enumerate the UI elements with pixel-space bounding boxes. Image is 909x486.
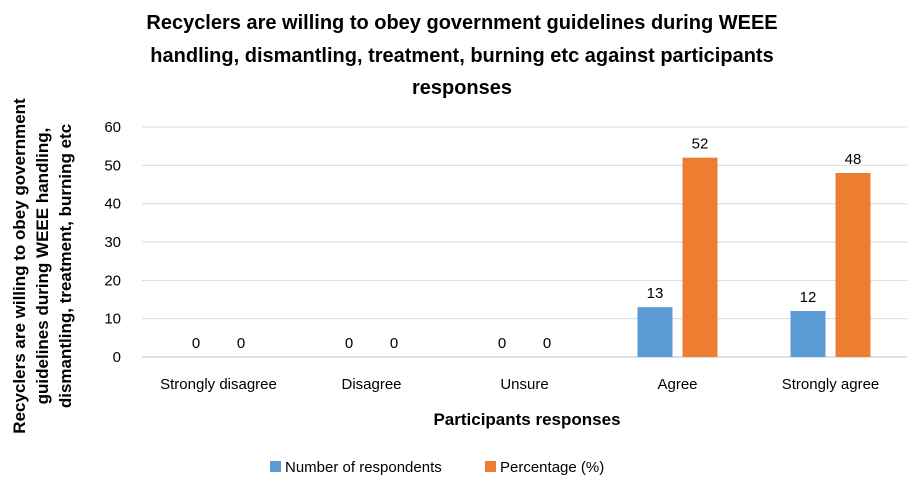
- chart-title-line: responses: [412, 77, 512, 99]
- data-label: 0: [390, 335, 398, 352]
- y-axis-title: Recyclers are willing to obey government…: [10, 98, 75, 434]
- bars: [637, 157, 871, 357]
- legend-swatch: [270, 461, 281, 472]
- chart-title-line: handling, dismantling, treatment, burnin…: [150, 45, 773, 67]
- legend: Number of respondents Percentage (%): [270, 459, 604, 476]
- y-tick-label: 40: [104, 196, 121, 213]
- y-tick-label: 20: [104, 272, 121, 289]
- y-tick-label: 0: [113, 349, 121, 366]
- y-axis-title-line: guidelines during WEEE handling,: [33, 128, 52, 405]
- legend-label: Number of respondents: [285, 459, 442, 476]
- legend-label: Percentage (%): [500, 459, 604, 476]
- x-category-label: Unsure: [500, 376, 548, 393]
- x-category-label: Strongly disagree: [160, 376, 277, 393]
- chart-title: Recyclers are willing to obey government…: [146, 12, 777, 99]
- data-label: 0: [192, 335, 200, 352]
- data-label: 52: [692, 136, 709, 153]
- y-axis-ticks: 0 10 20 30 40 50 60: [104, 119, 121, 366]
- gridlines: [142, 126, 907, 358]
- x-category-label: Strongly agree: [782, 376, 880, 393]
- bar: [790, 311, 826, 357]
- data-label: 48: [845, 151, 862, 168]
- bar: [835, 173, 871, 357]
- x-category-label: Disagree: [341, 376, 401, 393]
- data-label: 0: [237, 335, 245, 352]
- data-label: 0: [498, 335, 506, 352]
- data-label: 0: [543, 335, 551, 352]
- data-label: 0: [345, 335, 353, 352]
- data-labels: 0 0 0 0 0 0 13 52 12 48: [192, 136, 862, 352]
- legend-swatch: [485, 461, 496, 472]
- y-tick-label: 60: [104, 119, 121, 136]
- x-axis-categories: Strongly disagree Disagree Unsure Agree Stro…: [160, 376, 879, 393]
- bar: [682, 157, 718, 357]
- y-axis-title-line: Recyclers are willing to obey government: [10, 98, 29, 434]
- y-tick-label: 30: [104, 234, 121, 251]
- bar: [637, 307, 673, 357]
- x-category-label: Agree: [657, 376, 697, 393]
- x-axis-title: Participants responses: [433, 410, 620, 429]
- y-axis-title-line: dismantling, treatment, burning etc: [56, 124, 75, 408]
- y-tick-label: 10: [104, 311, 121, 328]
- chart-title-line: Recyclers are willing to obey government…: [146, 12, 777, 34]
- data-label: 12: [800, 289, 817, 306]
- y-tick-label: 50: [104, 157, 121, 174]
- data-label: 13: [647, 285, 664, 302]
